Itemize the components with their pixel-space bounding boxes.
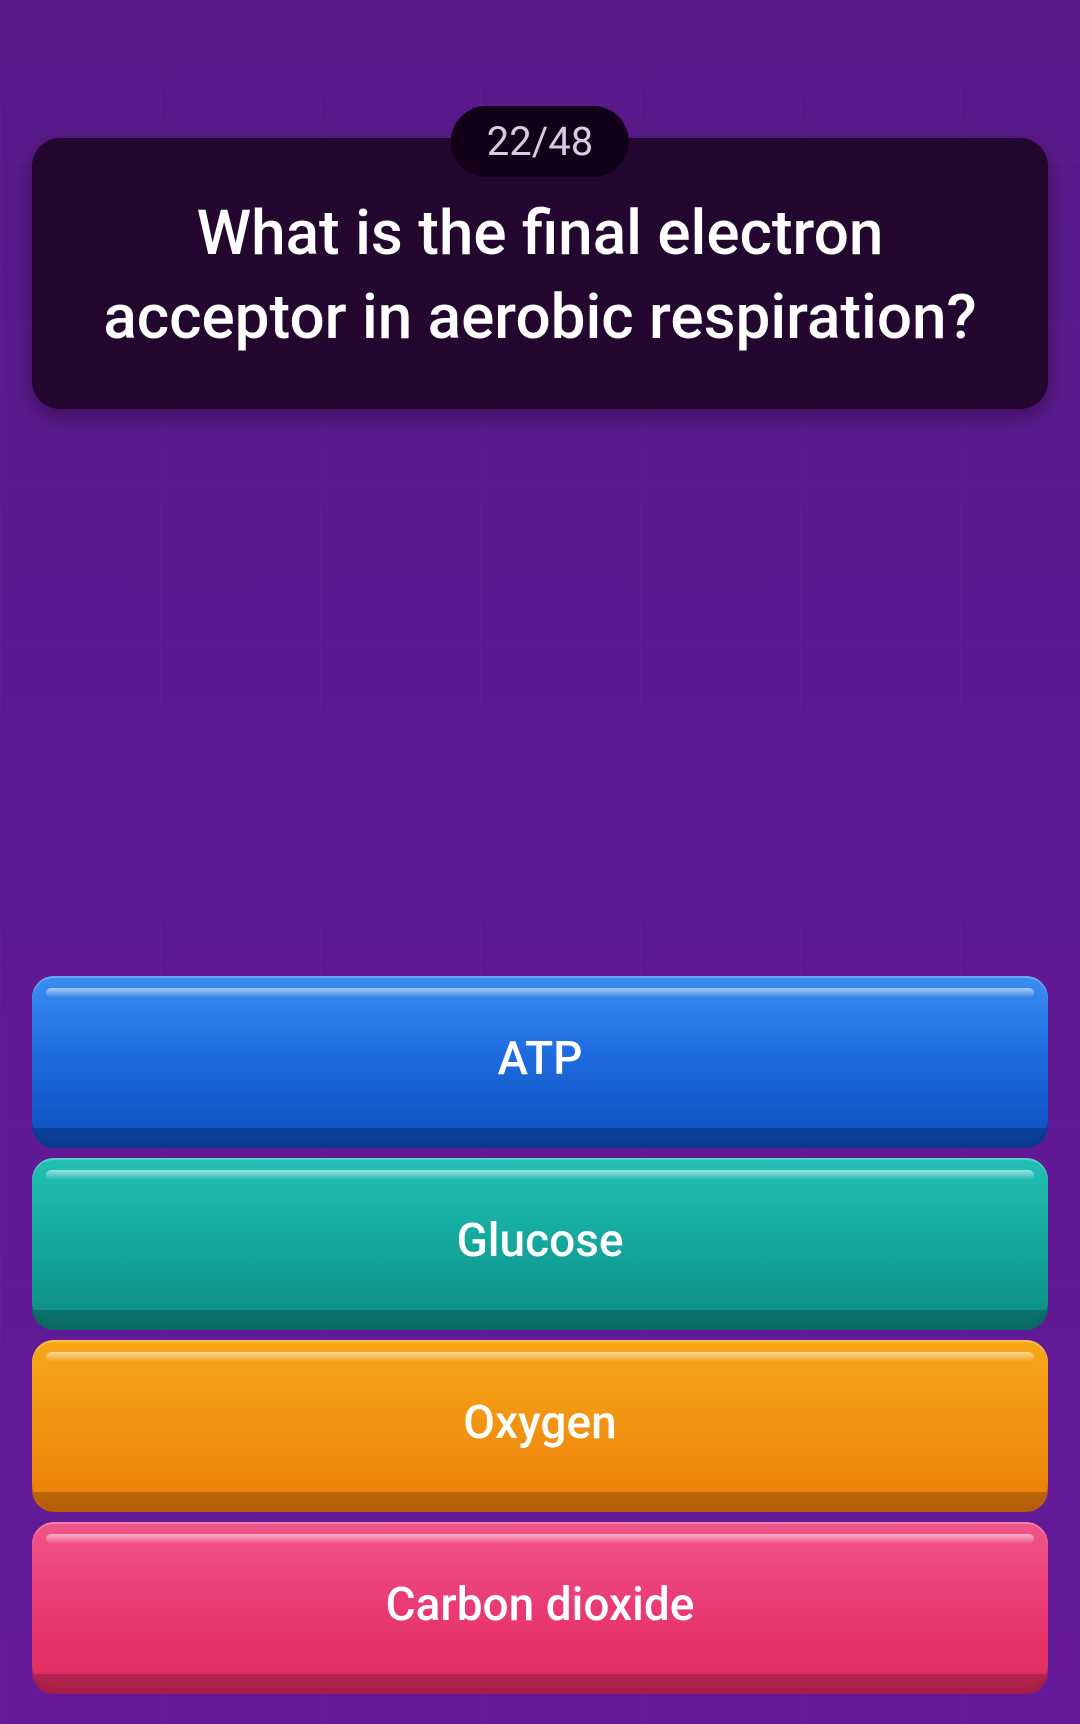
answer-label: Glucose bbox=[456, 1214, 623, 1268]
answer-label: Oxygen bbox=[463, 1396, 616, 1450]
progress-counter: 22/48 bbox=[451, 106, 629, 177]
answer-option-d[interactable]: Carbon dioxide bbox=[32, 1522, 1048, 1688]
question-text: What is the final electron acceptor in a… bbox=[80, 192, 1000, 359]
answer-option-c[interactable]: Oxygen bbox=[32, 1340, 1048, 1506]
answer-label: Carbon dioxide bbox=[386, 1578, 695, 1632]
mid-spacer bbox=[32, 409, 1048, 976]
answers-list: ATP Glucose Oxygen Carbon dioxide bbox=[32, 976, 1048, 1724]
answer-option-b[interactable]: Glucose bbox=[32, 1158, 1048, 1324]
question-card: 22/48 What is the final electron accepto… bbox=[32, 138, 1048, 409]
answer-option-a[interactable]: ATP bbox=[32, 976, 1048, 1142]
answer-label: ATP bbox=[497, 1032, 582, 1086]
